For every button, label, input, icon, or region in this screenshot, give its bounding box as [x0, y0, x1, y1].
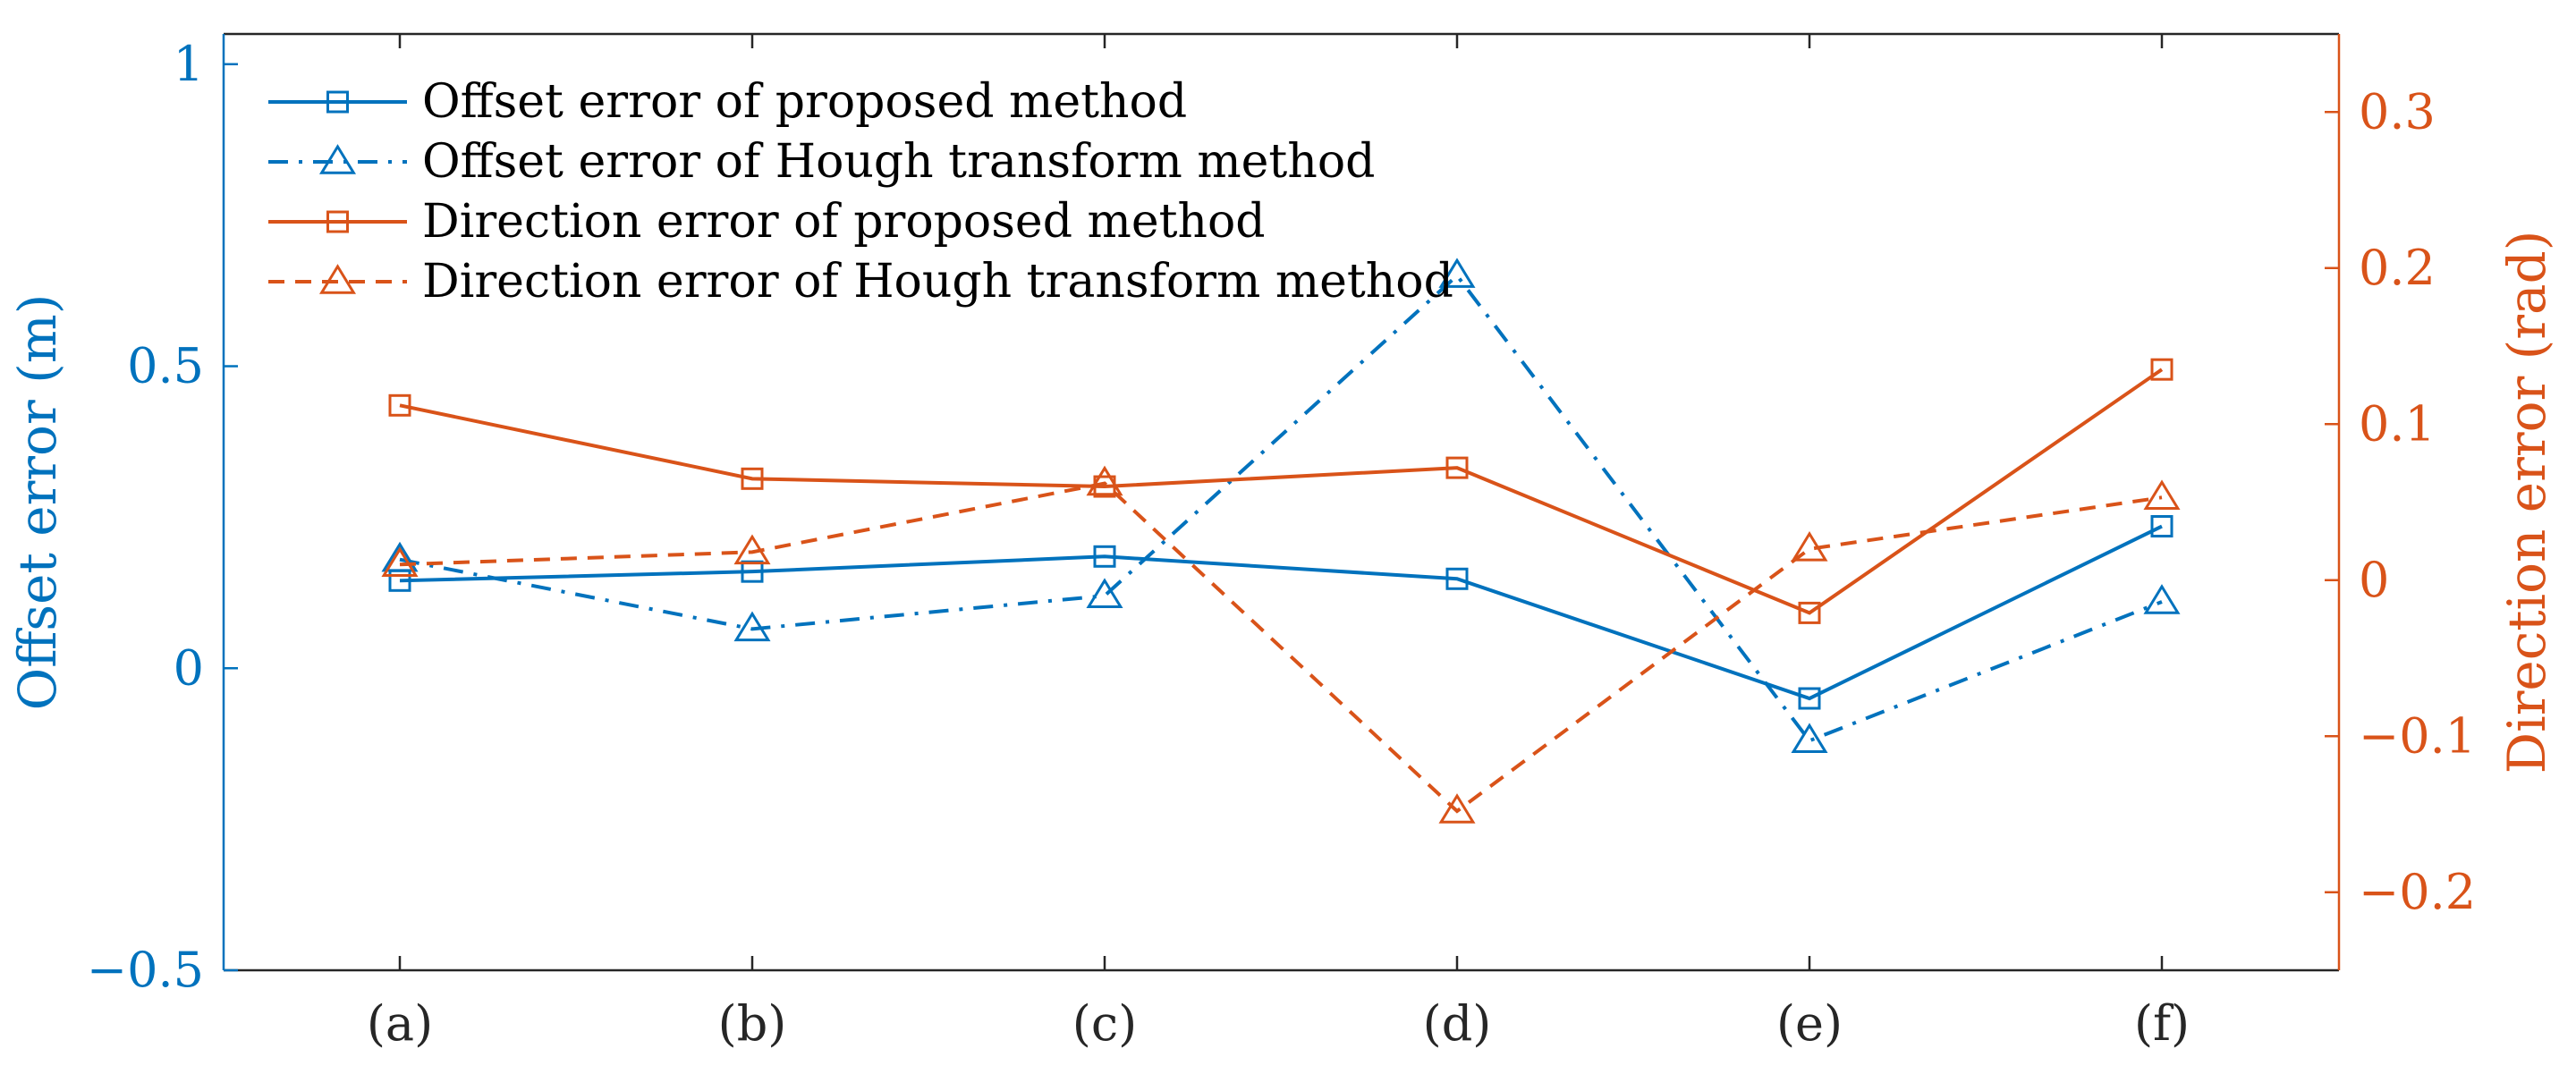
right-y-tick-label: −0.1 — [2359, 707, 2476, 764]
square-marker — [741, 467, 764, 490]
x-tick-label: (f) — [2134, 995, 2190, 1052]
triangle-marker — [733, 611, 771, 642]
square-marker — [388, 393, 411, 417]
legend-marker — [318, 264, 357, 294]
triangle-marker — [381, 546, 419, 578]
series-line — [399, 368, 2164, 615]
square-marker — [1093, 545, 1116, 568]
x-tick-label: (b) — [718, 995, 787, 1052]
triangle-marker — [1438, 258, 1476, 288]
square-marker — [1798, 601, 1821, 624]
right-y-tick-label: 0.2 — [2359, 240, 2436, 296]
triangle-marker — [381, 541, 419, 572]
triangle-marker — [1086, 465, 1123, 496]
legend-label: Offset error of Hough transform method — [422, 135, 1375, 189]
series-1 — [388, 515, 2174, 710]
triangle-marker — [2143, 479, 2181, 511]
right-y-tick-label: 0.3 — [2359, 83, 2436, 140]
triangle-marker — [1791, 530, 1828, 562]
legend-label: Offset error of proposed method — [422, 75, 1187, 129]
right-y-tick-label: 0.1 — [2359, 395, 2436, 452]
square-marker — [1798, 687, 1821, 710]
legend-marker — [318, 144, 357, 174]
triangle-marker — [733, 534, 771, 565]
legend-label: Direction error of Hough transform metho… — [422, 255, 1453, 309]
x-tick-label: (a) — [367, 995, 433, 1052]
right-y-tick-label: 0 — [2359, 552, 2389, 608]
square-marker — [2150, 358, 2174, 381]
square-marker — [1445, 567, 1469, 590]
triangle-marker — [1086, 578, 1123, 608]
triangle-marker — [1438, 793, 1476, 824]
legend-label: Direction error of proposed method — [422, 195, 1266, 249]
legend-marker — [326, 90, 349, 114]
legend-marker — [326, 210, 349, 233]
right-y-tick-label: −0.2 — [2359, 864, 2476, 920]
left-y-axis-label: Offset error (m) — [7, 294, 68, 711]
left-y-tick-label: 0.5 — [127, 338, 204, 394]
left-y-tick-label: 0 — [174, 639, 204, 696]
left-y-tick-label: −0.5 — [87, 942, 204, 998]
series-4 — [381, 465, 2181, 824]
triangle-marker — [1791, 723, 1828, 754]
series-line — [399, 273, 2163, 743]
square-marker — [2150, 515, 2174, 538]
series-2 — [381, 258, 2181, 754]
x-tick-label: (c) — [1072, 995, 1137, 1052]
x-tick-label: (e) — [1776, 995, 1843, 1052]
x-tick-label: (d) — [1423, 995, 1492, 1052]
series-line — [399, 481, 2163, 814]
left-y-tick-label: 1 — [174, 36, 204, 92]
triangle-marker — [2143, 584, 2181, 614]
series-line — [399, 524, 2163, 701]
square-marker — [1445, 456, 1469, 479]
series-3 — [388, 358, 2174, 624]
right-y-axis-label: Direction error (rad) — [2496, 231, 2557, 774]
